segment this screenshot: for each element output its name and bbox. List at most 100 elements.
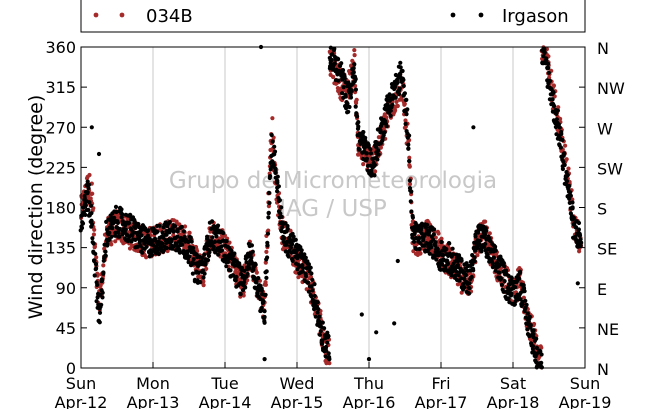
point-irgason-1452 [534, 336, 539, 341]
point-irgason-755 [315, 300, 320, 305]
point-irgason-184 [136, 221, 141, 227]
point-irgason-16 [83, 203, 88, 208]
point-irgason-696 [297, 264, 302, 269]
point-irgason-454 [221, 230, 226, 236]
point-irgason-1293 [484, 228, 489, 233]
point-irgason-61 [97, 310, 103, 315]
point-irgason-1369 [507, 282, 512, 287]
point-irgason-1172 [445, 261, 451, 266]
axes: 04590135180225270315360NNEESESSWWNWNSunA… [45, 38, 625, 409]
point-034b-591 [263, 260, 268, 265]
point-irgason-1149 [439, 239, 444, 245]
point-irgason-1588 [576, 227, 582, 232]
point-irgason-406 [205, 258, 211, 263]
point-irgason-1017 [397, 86, 402, 91]
point-irgason-1187 [450, 246, 455, 251]
point-irgason-243 [155, 229, 160, 234]
point-irgason-737 [310, 277, 315, 282]
point-034b-1151 [439, 236, 444, 241]
point-irgason-675 [290, 258, 295, 263]
x-tick-weekday-7: Sun [570, 374, 600, 393]
point-irgason-70 [100, 290, 105, 295]
point-irgason-1402 [517, 270, 523, 275]
point-034b-872 [352, 53, 357, 58]
point-irgason-545 [249, 243, 254, 248]
point-034b-610 [270, 116, 275, 121]
point-irgason-669 [288, 245, 293, 250]
point-irgason-1350 [501, 289, 506, 294]
point-irgason-1605 [392, 321, 397, 326]
legend-marker-irgason-0 [450, 12, 456, 18]
x-tick-weekday-0: Sun [66, 374, 96, 393]
point-irgason-927 [368, 151, 374, 156]
point-034b-958 [378, 145, 383, 150]
point-irgason-829 [339, 61, 344, 66]
point-irgason-44 [92, 258, 97, 264]
point-034b-108 [113, 239, 118, 244]
point-irgason-764 [318, 329, 323, 334]
point-irgason-727 [306, 289, 311, 294]
point-irgason-635 [277, 198, 282, 203]
point-irgason-604 [268, 174, 273, 179]
point-irgason-274 [164, 232, 169, 237]
point-irgason-735 [309, 284, 314, 289]
point-irgason-1444 [531, 331, 536, 337]
point-irgason-1199 [454, 269, 459, 274]
point-irgason-510 [238, 292, 243, 297]
point-034b-36 [90, 191, 95, 196]
point-irgason-1113 [427, 251, 432, 256]
right-tick-label-3: SE [597, 240, 617, 259]
point-irgason-437 [216, 252, 221, 257]
point-irgason-594 [265, 255, 270, 260]
x-tick-weekday-1: Mon [136, 374, 170, 393]
point-irgason-1062 [411, 239, 417, 244]
point-irgason-1336 [497, 270, 502, 275]
point-irgason-1206 [456, 273, 461, 278]
point-034b-939 [373, 169, 378, 174]
point-034b-28 [87, 172, 92, 178]
point-irgason-744 [312, 282, 317, 287]
point-034b-1304 [487, 231, 492, 236]
point-irgason-628 [275, 180, 280, 185]
point-irgason-192 [138, 228, 143, 233]
point-irgason-328 [181, 248, 186, 254]
point-irgason-376 [196, 270, 201, 275]
point-irgason-1071 [414, 246, 419, 252]
point-irgason-704 [299, 248, 304, 253]
point-irgason-1252 [471, 268, 476, 273]
point-irgason-1229 [463, 272, 469, 277]
point-irgason-1353 [502, 279, 507, 284]
point-irgason-596 [265, 243, 270, 248]
point-irgason-1004 [393, 95, 398, 100]
point-irgason-821 [336, 57, 341, 62]
point-irgason-970 [382, 130, 387, 135]
point-irgason-1259 [473, 248, 478, 253]
point-irgason-1508 [551, 90, 556, 95]
point-irgason-1423 [524, 302, 529, 307]
point-irgason-631 [276, 184, 281, 189]
point-irgason-403 [205, 236, 210, 241]
point-irgason-561 [254, 280, 259, 285]
point-irgason-1593 [577, 233, 583, 238]
point-irgason-544 [249, 255, 254, 260]
watermark-line-0: Grupo de Micrometeorologia [169, 168, 497, 194]
point-irgason-1416 [522, 289, 527, 294]
point-034b-96 [109, 242, 114, 247]
point-irgason-1446 [531, 328, 536, 333]
point-irgason-129 [119, 207, 124, 212]
point-irgason-712 [302, 252, 307, 257]
point-irgason-1443 [530, 346, 536, 351]
point-irgason-557 [253, 262, 258, 267]
point-irgason-84 [105, 241, 110, 246]
legend: 034B Irgason [80, 0, 586, 33]
point-irgason-1290 [483, 241, 488, 247]
point-irgason-409 [206, 253, 211, 258]
point-irgason-1494 [546, 70, 552, 75]
point-irgason-36 [90, 236, 95, 241]
point-irgason-597 [265, 231, 271, 236]
point-034b-1215 [459, 290, 464, 295]
point-irgason-587 [262, 314, 267, 320]
point-irgason-885 [356, 124, 361, 129]
right-tick-label-0: N [597, 360, 609, 379]
point-irgason-809 [332, 46, 337, 51]
